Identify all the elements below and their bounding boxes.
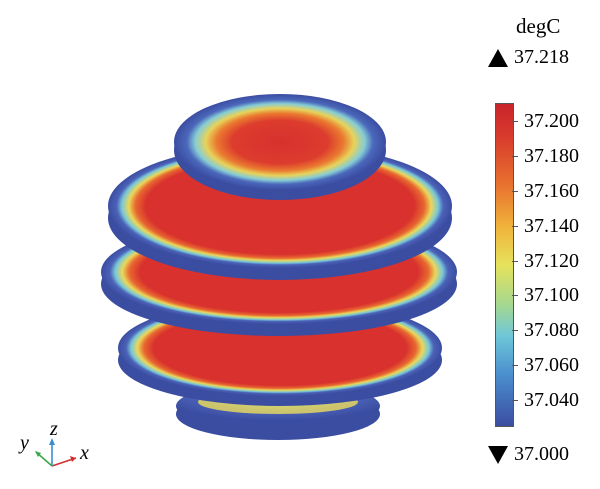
z-axis-label: z <box>50 418 58 440</box>
colorbar-tick-label: 37.080 <box>524 319 579 342</box>
axis-triad <box>35 438 77 467</box>
y-axis-label: y <box>20 432 29 454</box>
colorbar-tick-label: 37.060 <box>524 354 579 377</box>
min-triangle-icon <box>488 445 508 464</box>
legend-min-value: 37.000 <box>514 443 569 465</box>
colorbar-tick-label: 37.160 <box>524 180 579 203</box>
colorbar-tick-label: 37.100 <box>524 284 579 307</box>
colorbar-tick <box>512 121 518 123</box>
slice-top <box>174 94 386 200</box>
colorbar-tick <box>512 225 518 227</box>
colorbar-tick-label: 37.180 <box>524 145 579 168</box>
colorbar-tick <box>512 156 518 158</box>
legend-unit: degC <box>516 14 561 38</box>
colorbar-tick <box>512 295 518 297</box>
colorbar-tick-label: 37.120 <box>524 249 579 272</box>
colorbar-tick <box>512 191 518 193</box>
colorbar-tick-label: 37.200 <box>524 110 579 133</box>
x-axis-label: x <box>80 442 89 464</box>
legend-max-value: 37.218 <box>514 46 569 68</box>
colorbar-tick <box>512 260 518 262</box>
colorbar-tick <box>512 399 518 401</box>
colorbar <box>495 103 514 427</box>
colorbar-tick <box>512 330 518 332</box>
colorbar-tick-label: 37.140 <box>524 214 579 237</box>
legend-max: 37.218 <box>488 46 569 69</box>
colorbar-tick <box>512 365 518 367</box>
legend-min: 37.000 <box>488 443 569 466</box>
colorbar-tick-label: 37.040 <box>524 388 579 411</box>
max-triangle-icon <box>488 48 508 67</box>
